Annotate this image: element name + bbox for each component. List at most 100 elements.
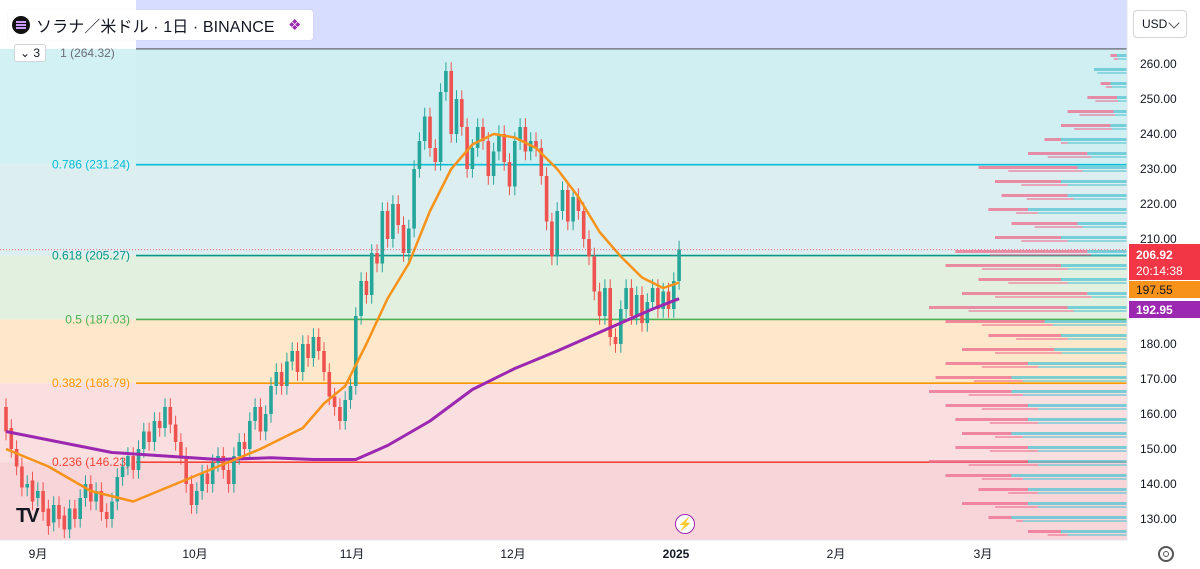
candle-body xyxy=(195,491,199,505)
volume-profile-bar-up xyxy=(1077,222,1127,225)
candle-body xyxy=(295,351,300,372)
candle-body xyxy=(126,456,130,467)
candle-body xyxy=(89,484,93,502)
volume-profile-bar-up xyxy=(1118,58,1127,60)
symbol-title-bar[interactable]: ソラナ／米ドル · 1日 · BINANCE ❖ xyxy=(8,10,313,40)
candle-body xyxy=(497,134,501,152)
volume-profile-bar-down xyxy=(945,404,1028,407)
volume-profile-bar-up xyxy=(1082,226,1127,228)
candle-body xyxy=(672,281,676,309)
candle-body xyxy=(258,407,263,432)
candle-body xyxy=(14,449,19,467)
candle-body xyxy=(51,505,56,523)
volume-profile-bar-up xyxy=(1028,488,1127,491)
candle-body xyxy=(502,134,506,162)
candle-body xyxy=(253,407,257,421)
volume-profile-bar-up xyxy=(1037,408,1127,410)
volume-profile-bar-down xyxy=(1016,212,1038,214)
price-tag-sma-slow xyxy=(1129,301,1200,318)
volume-profile-bar-up xyxy=(1067,268,1127,270)
candle-body xyxy=(576,197,581,211)
volume-profile-bar-down xyxy=(1061,142,1068,144)
volume-profile-bar-down xyxy=(1105,86,1113,88)
volume-profile-bar-up xyxy=(1112,128,1127,130)
volume-profile-bar-down xyxy=(1008,170,1083,172)
volume-profile-bar-down xyxy=(1110,54,1118,57)
volume-profile-bar-up xyxy=(1067,142,1127,144)
volume-profile-bar-down xyxy=(981,408,1038,410)
volume-profile-bar-up xyxy=(1028,362,1127,365)
volume-profile-bar-down xyxy=(1021,184,1068,186)
candle-body xyxy=(142,431,146,449)
candle-body xyxy=(650,288,655,302)
candle-body xyxy=(486,141,491,176)
volume-profile-bar-up xyxy=(1067,282,1127,284)
volume-profile-bar-up xyxy=(1011,516,1127,519)
x-tick-label: 3月 xyxy=(974,547,993,561)
candle-body xyxy=(110,501,114,519)
candle-body xyxy=(263,414,268,432)
x-tick-label: 10月 xyxy=(182,547,207,561)
y-tick-label: 150.00 xyxy=(1140,442,1177,456)
candle-body xyxy=(62,515,67,530)
volume-profile-bar-down xyxy=(1016,338,1068,340)
volume-profile-bar-down xyxy=(1100,82,1111,85)
candle-body xyxy=(168,407,173,425)
volume-profile-bar-up xyxy=(1023,380,1127,382)
candle-body xyxy=(94,491,98,502)
volume-profile-bar-down xyxy=(978,166,1078,169)
volume-profile-bar-down xyxy=(989,450,1038,452)
price-tag-sma-slow-value: 192.95 xyxy=(1136,303,1173,317)
solana-logo-icon xyxy=(12,16,30,34)
volume-profile-bar-up xyxy=(1061,278,1127,281)
volume-profile-bar-down xyxy=(995,352,1062,354)
lightning-icon[interactable]: ⚡ xyxy=(675,514,695,534)
volume-profile-bar-down xyxy=(1021,240,1068,242)
indicator-toggle-button[interactable]: ⌄ 3 xyxy=(14,44,47,62)
volume-profile-bar-up xyxy=(1011,390,1127,393)
candle-body xyxy=(179,442,183,456)
share-icon[interactable]: ❖ xyxy=(287,17,302,34)
candle-body xyxy=(343,400,347,421)
candle-body xyxy=(131,456,135,470)
volume-profile-bar-up xyxy=(1077,166,1127,169)
candle-body xyxy=(115,477,120,502)
volume-profile-bar-up xyxy=(1113,110,1127,113)
candle-body xyxy=(316,337,321,351)
candle-body xyxy=(9,428,14,449)
candle-body xyxy=(475,127,480,148)
candle-body xyxy=(279,372,284,386)
candle-body xyxy=(513,141,517,187)
fib-label-0.786: 0.786 (231.24) xyxy=(52,158,130,172)
candle-body xyxy=(465,127,469,169)
volume-profile-bar-up xyxy=(1028,502,1127,505)
volume-profile-bar-down xyxy=(1095,100,1119,102)
fib-label-0.5: 0.5 (187.03) xyxy=(65,312,130,326)
volume-profile-bar-down xyxy=(995,296,1092,298)
volume-profile-bar-down xyxy=(988,516,1012,519)
volume-profile-bar-down xyxy=(995,236,1061,239)
candle-body xyxy=(581,211,586,239)
volume-profile-bar-up xyxy=(1067,184,1127,186)
volume-profile-bar-up xyxy=(1110,124,1127,127)
candle-body xyxy=(481,127,485,141)
volume-profile-bar-up xyxy=(1061,138,1127,141)
currency-selector[interactable]: USD xyxy=(1133,10,1187,38)
volume-profile-bar-down xyxy=(1034,226,1083,228)
volume-profile-bar-up xyxy=(1067,534,1127,536)
volume-profile-bar-up xyxy=(1115,114,1127,116)
candle-body xyxy=(354,316,358,386)
price-tag-last-value: 206.92 xyxy=(1136,248,1173,262)
volume-profile-bar-down xyxy=(962,502,1028,505)
candle-body xyxy=(422,116,427,141)
candle-body xyxy=(587,239,591,257)
volume-profile-bar-down xyxy=(978,488,1028,491)
settings-gear-icon[interactable] xyxy=(1158,546,1174,562)
tradingview-logo: TV xyxy=(16,505,40,527)
volume-profile-bar-up xyxy=(1112,86,1127,88)
candle-body xyxy=(566,190,570,222)
candle-body xyxy=(120,466,125,477)
volume-profile-bar-down xyxy=(988,334,1061,337)
volume-profile-bar-down xyxy=(988,208,1028,211)
